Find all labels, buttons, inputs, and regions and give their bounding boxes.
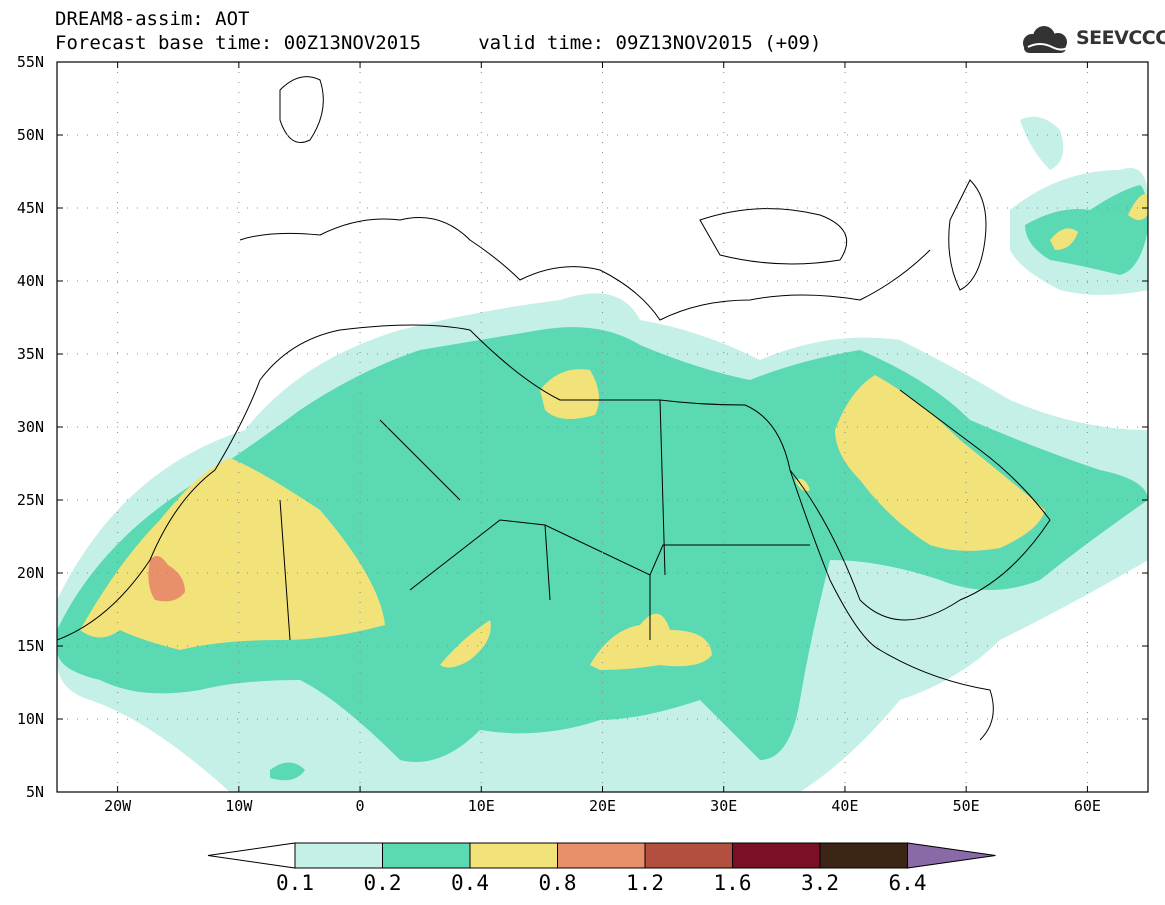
legend-color-box bbox=[294, 842, 383, 869]
lon-label: 50E bbox=[952, 797, 980, 815]
africa-coast bbox=[57, 324, 994, 741]
legend-color-box bbox=[382, 842, 471, 869]
lon-label: 60E bbox=[1073, 797, 1101, 815]
europe-coast bbox=[239, 217, 931, 321]
lon-label: 20E bbox=[588, 797, 617, 815]
coastlines bbox=[57, 76, 1051, 741]
aot-band-0.4-niger bbox=[440, 620, 491, 668]
logo-text: SEEVCCC bbox=[1076, 27, 1165, 49]
legend-color-box bbox=[732, 842, 821, 869]
lon-label: 10E bbox=[467, 797, 495, 815]
legend-value-label: 0.1 bbox=[276, 871, 314, 895]
lat-label: 10N bbox=[16, 710, 44, 728]
legend-under-triangle bbox=[207, 842, 296, 869]
aot-band-0.4-arabia bbox=[835, 375, 1045, 551]
legend-value-label: 3.2 bbox=[801, 871, 839, 895]
legend-value-label: 1.6 bbox=[713, 871, 752, 895]
map-title: DREAM8-assim: AOT bbox=[55, 8, 250, 30]
legend-value-label: 0.8 bbox=[538, 871, 577, 895]
axis-ticks bbox=[57, 61, 1148, 793]
lat-label: 35N bbox=[16, 345, 44, 363]
aot-band-0.4-libya bbox=[540, 369, 599, 419]
seevccc-logo bbox=[1023, 26, 1071, 53]
black-sea bbox=[699, 208, 848, 265]
lat-label: 50N bbox=[16, 126, 44, 144]
forecast-time-subtitle: Forecast base time: 00Z13NOV2015 valid t… bbox=[55, 32, 822, 54]
lon-label: 10W bbox=[225, 797, 253, 815]
lon-label: 40E bbox=[831, 797, 859, 815]
legend-value-label: 1.2 bbox=[626, 871, 664, 895]
aot-band-0.1-north bbox=[1020, 116, 1064, 170]
lat-label: 20N bbox=[16, 564, 44, 582]
lat-label: 45N bbox=[16, 199, 44, 217]
aot-band-0.8 bbox=[148, 556, 185, 602]
lat-label: 15N bbox=[16, 637, 44, 655]
legend-value-label: 0.4 bbox=[451, 871, 489, 895]
lon-label: 0 bbox=[355, 797, 365, 815]
lon-label: 20W bbox=[104, 797, 132, 815]
british-isles bbox=[279, 76, 324, 143]
aot-band-0.4-chad bbox=[590, 613, 712, 670]
legend-value-label: 6.4 bbox=[888, 871, 927, 895]
legend-value-label: 0.2 bbox=[363, 871, 402, 895]
aot-band-0.2-small bbox=[270, 762, 305, 781]
lat-label: 30N bbox=[16, 418, 44, 436]
aot-band-0.4-east bbox=[1128, 194, 1148, 220]
legend-over-triangle bbox=[907, 842, 996, 869]
arabia-coast bbox=[789, 389, 1051, 621]
cloud-icon bbox=[1023, 26, 1067, 53]
aot-band-0.4-caspian bbox=[1050, 228, 1078, 250]
legend-color-box bbox=[644, 842, 733, 869]
legend-color-box bbox=[819, 842, 908, 869]
lon-label: 30E bbox=[710, 797, 738, 815]
lat-label: 5N bbox=[25, 783, 44, 801]
lat-label: 55N bbox=[16, 53, 44, 71]
legend-color-box bbox=[557, 842, 646, 869]
sahara-borders bbox=[279, 399, 810, 641]
aot-band-0.4-westafrica bbox=[80, 458, 385, 650]
lat-label: 40N bbox=[16, 272, 44, 290]
caspian-sea bbox=[948, 179, 987, 291]
lat-label: 25N bbox=[16, 491, 44, 509]
legend-color-box bbox=[469, 842, 558, 869]
